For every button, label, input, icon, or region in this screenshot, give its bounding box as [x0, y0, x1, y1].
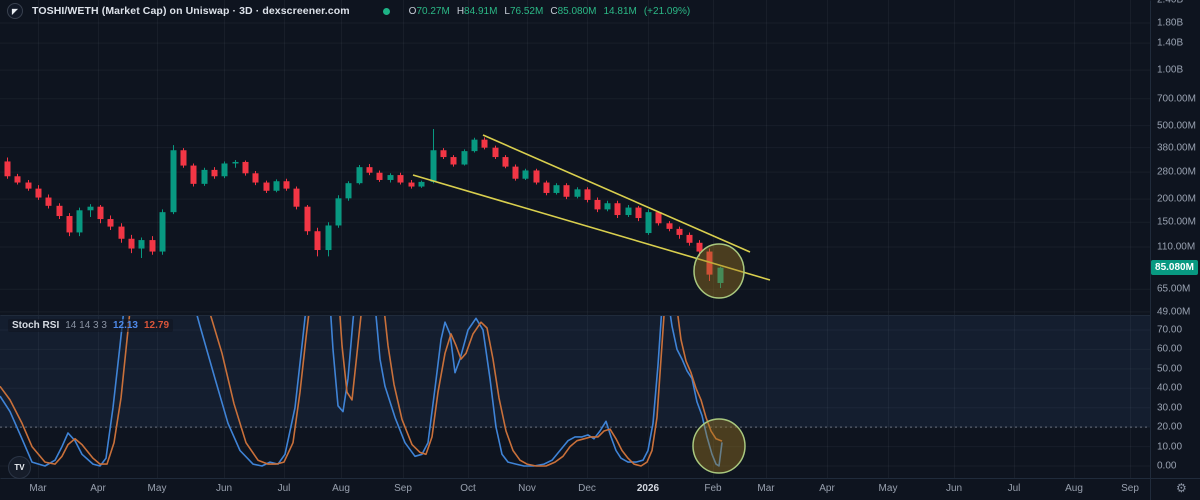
axis-settings-gear-icon[interactable]: ⚙: [1176, 481, 1187, 495]
open-label: O: [408, 5, 417, 17]
chart-header[interactable]: ◤ TOSHI/WETH (Market Cap) on Uniswap · 3…: [7, 3, 690, 19]
stoch-rsi-legend[interactable]: Stoch RSI 14 14 3 3 12.13 12.79: [8, 319, 174, 332]
live-status-dot-icon: [382, 7, 390, 15]
time-axis[interactable]: Mar Apr May Jun Jul Aug Sep Oct Nov Dec 2026 Feb Mar…: [0, 478, 1200, 500]
high-value: 84.91M: [464, 5, 498, 17]
open-value: 70.27M: [416, 5, 450, 17]
low-label: L: [504, 5, 510, 17]
indicator-axis[interactable]: 70.00 60.00 50.00 40.00 30.00 20.00 10.00 0.00: [1150, 0, 1200, 478]
stoch-highlight[interactable]: [692, 418, 746, 474]
wedge-lower[interactable]: [412, 174, 771, 281]
time-axis-month-label: Mar: [29, 483, 47, 494]
stoch-d-value: 12.79: [143, 320, 170, 331]
time-axis-month-label: May: [147, 483, 167, 494]
change-absolute: 14.81M: [603, 5, 637, 17]
time-axis-month-label: May: [878, 483, 898, 494]
stoch-axis-label: 20.00: [1157, 421, 1183, 433]
price-axis-label: 700.00M: [1157, 93, 1196, 105]
price-axis-label: 65.00M: [1157, 283, 1191, 295]
stoch-axis-label: 50.00: [1157, 363, 1183, 375]
high-label: H: [456, 5, 465, 17]
time-axis-month-label: Mar: [757, 483, 775, 494]
time-axis-month-label: Jul: [277, 483, 291, 494]
stoch-k-value: 12.13: [112, 320, 138, 331]
time-axis-month-label: Feb: [704, 483, 722, 494]
time-axis-month-label: Apr: [90, 483, 106, 494]
price-axis-label: 1.40B: [1157, 37, 1184, 49]
time-axis-month-label: Oct: [460, 483, 476, 494]
time-axis-month-label: Aug: [1065, 483, 1083, 494]
stoch-series: [0, 315, 723, 467]
stoch-axis-label: 40.00: [1157, 382, 1183, 394]
wedge-upper[interactable]: [482, 134, 751, 253]
change-percent: (+21.09%): [643, 5, 691, 17]
tradingview-logo-icon[interactable]: TV: [8, 456, 31, 479]
stoch-d-line: [0, 315, 723, 467]
price-axis[interactable]: 2.40B 1.80B 1.40B 1.00B 700.00M 500.00M 380.00…: [1150, 0, 1200, 478]
ohlc-readout: O70.27M H84.91M L76.52M C85.080M 14.81M …: [409, 6, 691, 17]
price-axis-label: 1.80B: [1157, 17, 1184, 29]
time-axis-month-label: Aug: [332, 483, 350, 494]
price-axis-label: 200.00M: [1157, 193, 1196, 205]
time-axis-year-label: 2026: [636, 483, 660, 494]
price-axis-label: 500.00M: [1157, 120, 1196, 132]
price-axis-label: 380.00M: [1157, 142, 1196, 154]
grid-lines: [0, 0, 1150, 478]
price-axis-label: 110.00M: [1157, 241, 1196, 253]
time-axis-month-label: Nov: [518, 483, 536, 494]
stoch-k-line: [0, 315, 723, 467]
symbol-title: TOSHI/WETH (Market Cap) on Uniswap · 3D …: [32, 5, 350, 17]
time-axis-month-label: Apr: [819, 483, 835, 494]
stoch-rsi-title: Stoch RSI: [12, 320, 60, 331]
time-axis-month-label: Jul: [1007, 483, 1021, 494]
price-axis-label: 1.00B: [1157, 64, 1184, 76]
time-axis-month-label: Sep: [1121, 483, 1139, 494]
price-axis-label: 280.00M: [1157, 166, 1196, 178]
stoch-axis-label: 0.00: [1157, 460, 1177, 472]
time-axis-month-label: Jun: [215, 483, 233, 494]
time-axis-month-label: Jun: [945, 483, 963, 494]
time-axis-month-label: Sep: [394, 483, 412, 494]
stoch-axis-label: 60.00: [1157, 343, 1183, 355]
time-axis-month-label: Dec: [578, 483, 596, 494]
stoch-rsi-params: 14 14 3 3: [65, 320, 107, 331]
stoch-axis-label: 10.00: [1157, 441, 1183, 453]
dexscreener-logo-icon: ◤: [7, 3, 23, 19]
price-axis-label: 150.00M: [1157, 216, 1196, 228]
last-price-badge: 85.080M: [1151, 260, 1198, 276]
stoch-band-20-80: [0, 315, 1150, 428]
price-axis-label: 2.40B: [1157, 0, 1183, 5]
stoch-axis-label: 30.00: [1157, 402, 1183, 414]
price-highlight[interactable]: [693, 243, 745, 299]
price-axis-label: 49.00M: [1157, 306, 1191, 318]
candlestick-series: [4, 128, 724, 289]
stoch-axis-label: 70.00: [1157, 324, 1183, 336]
low-value: 76.52M: [509, 5, 544, 17]
close-label: C: [550, 5, 558, 17]
close-value: 85.080M: [557, 5, 597, 17]
